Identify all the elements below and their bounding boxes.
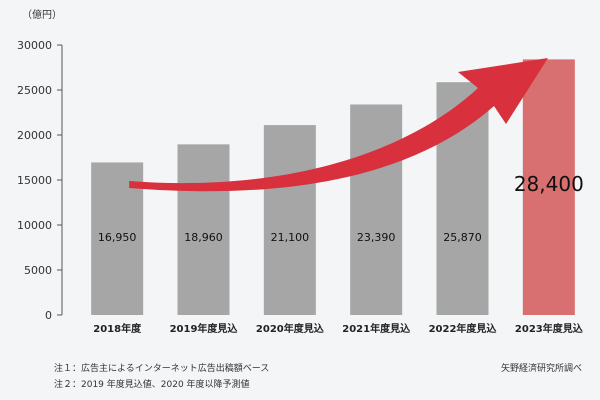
bar-1 bbox=[177, 144, 230, 315]
y-tick-label: 0 bbox=[45, 309, 52, 322]
y-tick-label: 15000 bbox=[17, 174, 52, 187]
x-tick-label-0: 2018年度 bbox=[93, 322, 142, 335]
source-note: 矢野経済研究所調べ bbox=[500, 364, 582, 374]
growth-arrow bbox=[129, 58, 548, 192]
bar-5 bbox=[522, 59, 575, 316]
y-tick-label: 30000 bbox=[17, 39, 52, 52]
x-tick-label-4: 2022年度見込 bbox=[429, 322, 497, 335]
value-labels-group: 16,950 18,960 21,100 23,390 25,870 28,400 bbox=[98, 172, 584, 244]
x-tick-label-2: 2020年度見込 bbox=[256, 322, 324, 335]
value-label-2: 21,100 bbox=[271, 231, 310, 244]
x-tick-label-1: 2019年度見込 bbox=[170, 322, 238, 335]
value-label-0: 16,950 bbox=[98, 231, 137, 244]
x-axis-labels-group: 2018年度 2019年度見込 2020年度見込 2021年度見込 2022年度見込 20… bbox=[93, 322, 583, 335]
footnote-2: 注２：2019 年度見込値、2020 年度以降予測値 bbox=[54, 380, 250, 390]
y-axis-unit-label: （億円） bbox=[22, 8, 62, 21]
bar-2 bbox=[263, 125, 316, 315]
y-tick-label: 5000 bbox=[24, 264, 52, 277]
x-tick-label-5: 2023年度見込 bbox=[515, 322, 583, 335]
y-tick-label: 20000 bbox=[17, 129, 52, 142]
y-axis: 0 5000 10000 15000 20000 25000 30000 bbox=[17, 39, 63, 322]
footnote-1: 注１：広告主によるインターネット広告出稿額ベース bbox=[54, 364, 270, 374]
bar-3 bbox=[350, 104, 403, 316]
value-label-3: 23,390 bbox=[357, 231, 396, 244]
y-tick-label: 10000 bbox=[17, 219, 52, 232]
value-label-5: 28,400 bbox=[514, 172, 584, 196]
y-tick-label: 25000 bbox=[17, 84, 52, 97]
value-label-1: 18,960 bbox=[184, 231, 223, 244]
x-tick-label-3: 2021年度見込 bbox=[342, 322, 410, 335]
growth-arrow-layer bbox=[129, 58, 548, 192]
value-label-4: 25,870 bbox=[443, 231, 482, 244]
